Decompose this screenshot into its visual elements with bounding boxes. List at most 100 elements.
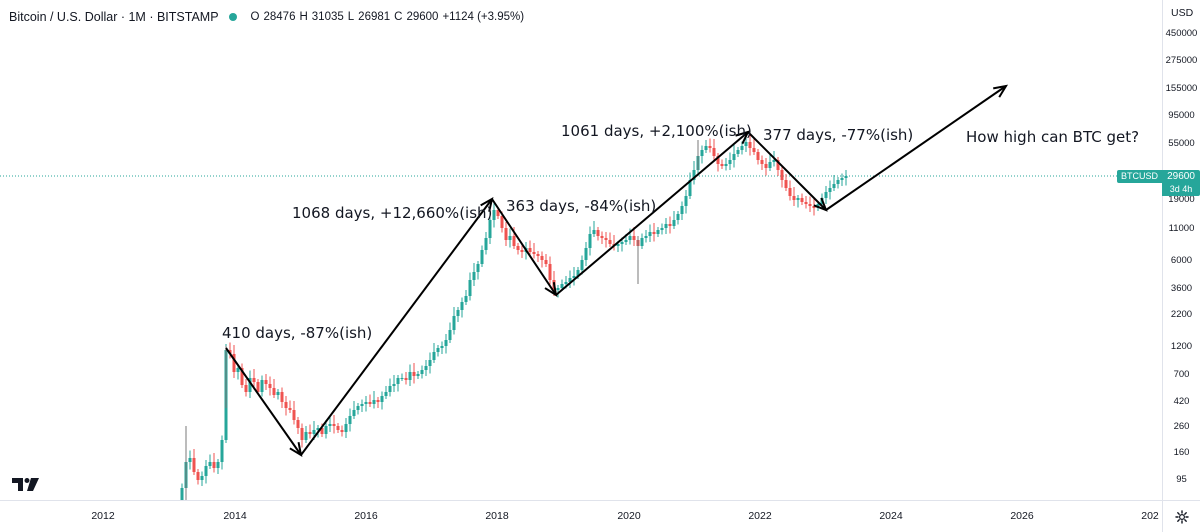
annotation-drop-2022[interactable]: 377 days, -77%(ish) (763, 126, 914, 144)
candle-body (404, 378, 408, 380)
candlestick-chart[interactable] (0, 0, 1162, 500)
candle-body (420, 370, 424, 374)
candle-body (308, 432, 312, 434)
candle-body (760, 160, 764, 164)
high-label: H (299, 11, 308, 23)
candle-body (416, 374, 420, 376)
price-tick: 11000 (1168, 223, 1195, 234)
candle-body (516, 246, 520, 250)
annotation-rise-2015-2017[interactable]: 1068 days, +12,660%(ish) (292, 204, 493, 222)
candle-body (572, 276, 576, 278)
candle-body (388, 386, 392, 392)
symbol-title[interactable]: Bitcoin / U.S. Dollar · 1M · BITSTAMP (9, 10, 219, 24)
candle-body (324, 426, 328, 434)
candle-body (500, 216, 504, 228)
price-tick: 420 (1173, 396, 1190, 407)
candle-body (488, 220, 492, 238)
annotation-rise-2019-2021[interactable]: 1061 days, +2,100%(ish) (561, 122, 752, 140)
price-tick: 260 (1173, 421, 1190, 432)
candle-body (464, 296, 468, 302)
candle-body (736, 150, 740, 154)
trend-line[interactable] (300, 198, 493, 456)
candle-body (248, 378, 252, 392)
candle-body (400, 378, 404, 379)
candle-body (356, 406, 360, 410)
candle-body (564, 282, 568, 284)
candle-body (188, 458, 192, 462)
candle-body (684, 196, 688, 206)
candle-body (788, 188, 792, 196)
trend-line[interactable] (491, 198, 557, 296)
candle-body (656, 230, 660, 234)
candle-body (472, 272, 476, 280)
candle-body (348, 416, 352, 424)
candle-body (808, 204, 812, 206)
candle-body (320, 428, 324, 434)
candle-body (584, 248, 588, 260)
candle-body (604, 238, 608, 240)
candle-body (716, 156, 720, 164)
candle-body (396, 378, 400, 384)
candle-body (392, 384, 396, 386)
time-tick: 2020 (617, 510, 641, 522)
time-tick: 2014 (223, 510, 247, 522)
trend-line[interactable] (747, 131, 827, 211)
candle-body (628, 236, 632, 240)
candle-body (468, 280, 472, 296)
candle-body (548, 264, 552, 280)
trend-line[interactable] (825, 85, 1007, 211)
candle-body (644, 236, 648, 238)
candle-body (460, 302, 464, 310)
candle-body (412, 372, 416, 376)
time-tick: 202 (1141, 510, 1159, 522)
trend-line[interactable] (225, 347, 302, 456)
candle-body (408, 372, 412, 380)
candle-body (316, 428, 320, 430)
candles (180, 134, 848, 500)
trend-line[interactable] (555, 131, 749, 296)
price-tick: 2200 (1170, 309, 1193, 320)
time-axis[interactable]: 2012 2014 2016 2018 2020 2022 2024 2026 … (0, 500, 1162, 532)
annotation-drop-2014[interactable]: 410 days, -87%(ish) (222, 324, 373, 342)
candle-body (204, 466, 208, 476)
candle-body (660, 228, 664, 230)
candle-body (476, 264, 480, 272)
candle-body (216, 462, 220, 468)
candle-body (608, 240, 612, 244)
candle-body (520, 250, 524, 252)
tradingview-logo-icon[interactable] (12, 476, 40, 492)
price-tick: 275000 (1165, 55, 1198, 66)
candle-body (436, 348, 440, 352)
low-label: L (347, 11, 355, 23)
chart-settings-button[interactable] (1162, 500, 1200, 532)
candle-body (720, 164, 724, 166)
annotation-question[interactable]: How high can BTC get? (966, 128, 1140, 146)
candle-body (456, 310, 460, 316)
candle-body (376, 400, 380, 402)
candle-body (784, 180, 788, 188)
candle-body (680, 206, 684, 214)
symbol-badge: BTCUSD (1117, 170, 1162, 183)
trend-drawings[interactable] (225, 84, 1009, 458)
candle-body (600, 236, 604, 238)
currency-button[interactable]: USD (1171, 7, 1194, 19)
annotation-drop-2018[interactable]: 363 days, -84%(ish) (506, 197, 657, 215)
candle-body (672, 220, 676, 226)
candle-body (556, 288, 560, 290)
candle-body (648, 232, 652, 236)
price-axis[interactable]: USD 450000 275000 155000 95000 55000 190… (1162, 0, 1200, 500)
candle-body (700, 150, 704, 156)
candle-body (828, 188, 832, 192)
price-tick: 700 (1173, 369, 1190, 380)
time-tick: 2022 (748, 510, 772, 522)
price-tick: 95000 (1168, 110, 1195, 121)
candle-body (452, 316, 456, 330)
arrow-projection[interactable] (825, 84, 1009, 211)
candle-body (756, 152, 760, 160)
candle-body (804, 202, 808, 204)
candle-body (632, 236, 636, 240)
candle-body (448, 330, 452, 340)
candle-body (844, 176, 848, 178)
